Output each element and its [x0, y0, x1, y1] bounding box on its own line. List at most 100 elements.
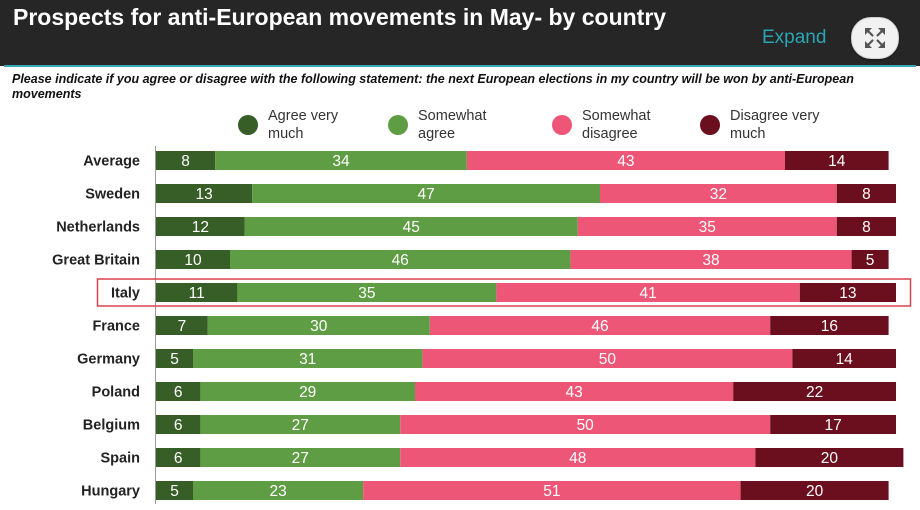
data-label: 10 [184, 252, 202, 269]
data-label: 45 [403, 219, 420, 236]
data-label: 41 [639, 285, 656, 302]
bar-segment [770, 316, 889, 335]
expand-button[interactable] [851, 17, 899, 59]
data-label: 27 [292, 450, 309, 467]
data-label: 13 [195, 186, 212, 203]
data-label: 12 [192, 219, 209, 236]
bar-segment [193, 349, 423, 368]
legend-label: Disagree very much [730, 108, 820, 142]
bar-segment [770, 415, 896, 434]
data-label: 7 [178, 318, 187, 335]
bar-segment [156, 217, 245, 236]
legend-label: Somewhat disagree [582, 108, 651, 142]
data-label: 8 [862, 219, 871, 236]
data-label: 6 [174, 450, 183, 467]
bar-segment [755, 448, 904, 467]
data-label: 31 [299, 351, 316, 368]
bar-segment [215, 151, 467, 170]
data-label: 11 [189, 285, 205, 302]
bar-segment [466, 151, 785, 170]
data-label: 17 [824, 417, 841, 434]
bar-segment [496, 283, 800, 302]
legend-label: Somewhat agree [418, 108, 487, 142]
category-label: Hungary [81, 484, 140, 500]
bar-segment [400, 448, 756, 467]
data-label: 14 [828, 153, 846, 170]
bar-segment [156, 481, 193, 500]
category-label: Spain [101, 451, 140, 467]
data-label: 35 [358, 285, 375, 302]
data-label: 34 [332, 153, 350, 170]
data-label: 23 [269, 483, 286, 500]
bar-segment [156, 415, 201, 434]
data-label: 46 [591, 318, 608, 335]
bar-segment [200, 448, 401, 467]
data-label: 46 [392, 252, 409, 269]
bar-segment [156, 283, 238, 302]
bar-segment [244, 217, 578, 236]
bar-segment [429, 316, 771, 335]
bar-segment [836, 184, 896, 203]
bar-segment [156, 448, 201, 467]
header-bar: Prospects for anti-European movements in… [0, 0, 920, 66]
data-label: 29 [299, 384, 316, 401]
data-label: 13 [839, 285, 856, 302]
data-label: 48 [569, 450, 586, 467]
legend-label: Agree very much [268, 108, 339, 142]
legend-swatch [238, 115, 258, 135]
category-label: Sweden [85, 187, 140, 203]
bar-segment [193, 481, 364, 500]
category-label: Italy [111, 286, 140, 302]
data-label: 5 [170, 483, 179, 500]
header-divider [4, 65, 916, 67]
bar-segment [200, 382, 415, 401]
chart-question: Please indicate if you agree or disagree… [12, 72, 854, 101]
category-label: Netherlands [56, 220, 140, 236]
bar-segment [600, 184, 837, 203]
data-label: 8 [862, 186, 871, 203]
data-label: 20 [821, 450, 839, 467]
bar-segment [252, 184, 600, 203]
bar-segment [851, 250, 889, 269]
data-label: 27 [292, 417, 309, 434]
bar-segment [156, 382, 201, 401]
bar-segment [237, 283, 497, 302]
bar-segment [156, 151, 216, 170]
bar-segment [156, 316, 208, 335]
bar-segment [570, 250, 852, 269]
data-label: 30 [310, 318, 328, 335]
bar-segment [200, 415, 401, 434]
highlight-box [96, 278, 912, 307]
bar-segment [230, 250, 571, 269]
legend-swatch [388, 115, 408, 135]
bar-segment [363, 481, 741, 500]
bar-segment [785, 151, 889, 170]
data-label: 16 [821, 318, 838, 335]
data-label: 38 [702, 252, 719, 269]
data-label: 6 [174, 384, 183, 401]
category-label: Great Britain [52, 253, 140, 269]
data-label: 51 [543, 483, 560, 500]
data-label: 47 [417, 186, 434, 203]
data-label: 43 [617, 153, 634, 170]
category-label: Belgium [83, 418, 140, 434]
data-label: 50 [577, 417, 595, 434]
bar-segment [799, 283, 896, 302]
data-label: 32 [710, 186, 727, 203]
bar-segment [422, 349, 793, 368]
bar-segment [740, 481, 889, 500]
bar-segment [400, 415, 771, 434]
bar-segment [156, 184, 253, 203]
expand-link[interactable]: Expand [762, 27, 827, 48]
bar-segment [156, 250, 230, 269]
page-title: Prospects for anti-European movements in… [13, 4, 667, 30]
category-label: Germany [77, 352, 140, 368]
bar-segment [415, 382, 734, 401]
data-label: 5 [866, 252, 875, 269]
category-label: France [92, 319, 140, 335]
data-label: 22 [806, 384, 823, 401]
bar-segment [836, 217, 896, 236]
bar-segment [733, 382, 896, 401]
bar-segment [156, 349, 193, 368]
